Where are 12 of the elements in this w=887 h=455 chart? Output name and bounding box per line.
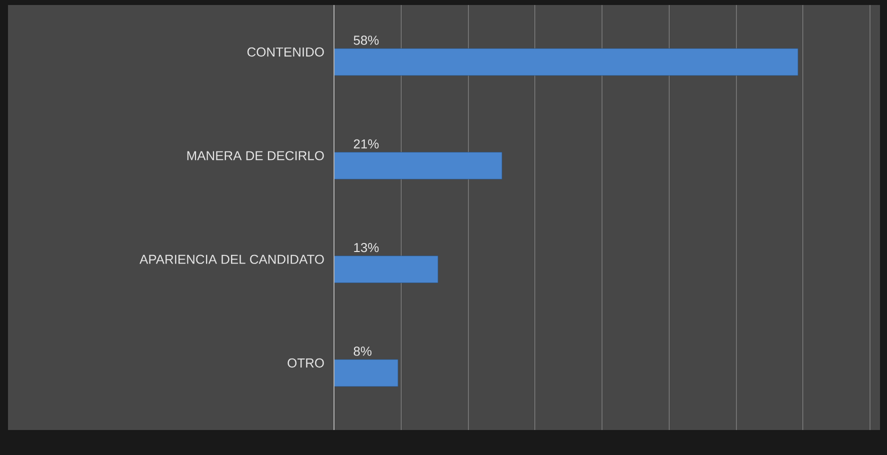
y-tick-label: MANERA DE DECIRLO bbox=[187, 151, 324, 160]
y-tick-label: CONTENIDO bbox=[247, 47, 324, 57]
bar bbox=[334, 359, 398, 387]
bar bbox=[334, 48, 798, 76]
y-tick-label: APARIENCIA DEL CANDIDATO bbox=[140, 254, 324, 264]
data-label: 21% bbox=[354, 139, 379, 148]
y-tick-label: OTRO bbox=[288, 358, 324, 368]
data-label: 13% bbox=[354, 242, 379, 252]
data-label: 8% bbox=[354, 346, 372, 356]
data-label: 58% bbox=[354, 36, 379, 45]
bar bbox=[334, 152, 502, 180]
bar bbox=[334, 256, 438, 284]
